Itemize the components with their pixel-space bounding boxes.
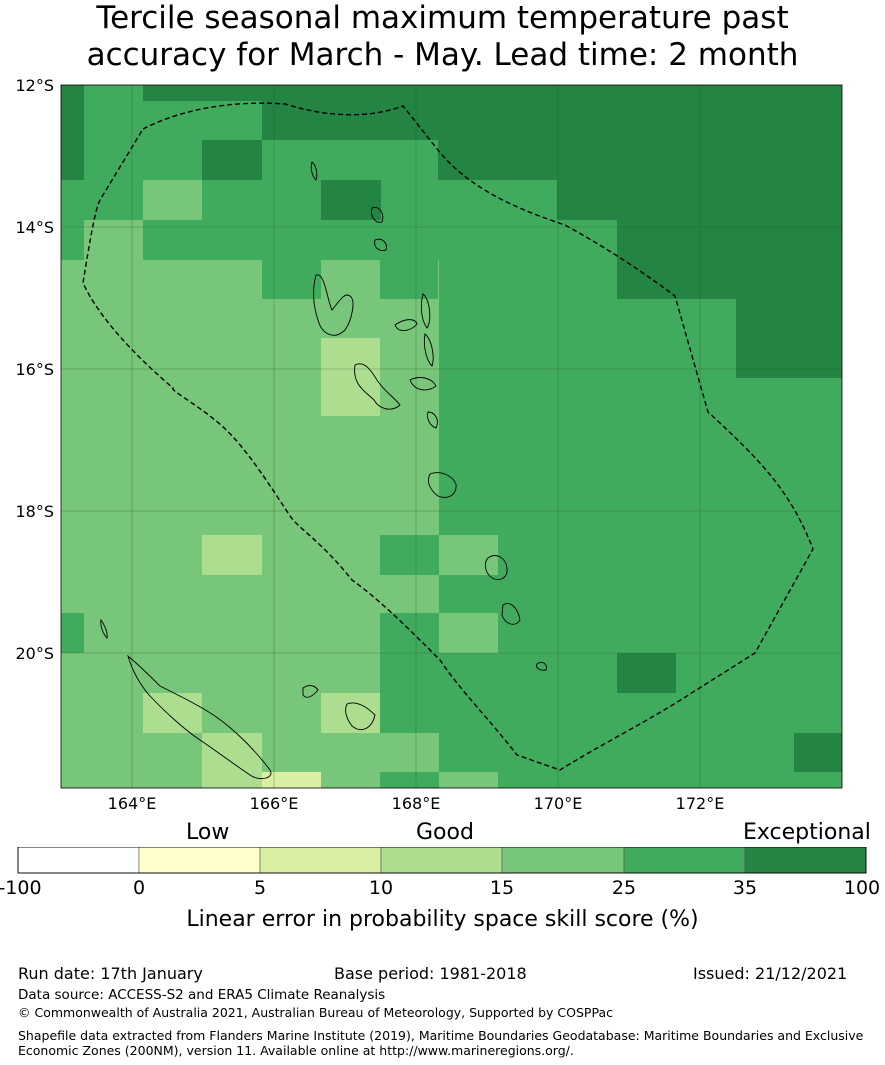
- lat-label: 14°S: [15, 218, 54, 237]
- base-period: Base period: 1981-2018: [334, 964, 527, 983]
- island-new-caledonia: [127, 654, 272, 780]
- skill-cell: [439, 772, 498, 788]
- skill-cell: [321, 338, 380, 416]
- skill-cell: [143, 693, 202, 733]
- colorbar-swatch: [744, 847, 867, 874]
- island-maewo: [420, 293, 431, 329]
- colorbar-outline: [17, 847, 867, 874]
- skill-cell: [321, 180, 381, 220]
- island-lifou: [345, 702, 376, 730]
- island-banks-2: [374, 238, 387, 251]
- skill-cell: [321, 693, 380, 733]
- colorbar-swatch: [17, 847, 140, 874]
- skill-cell: [262, 85, 438, 140]
- island-efate: [427, 472, 457, 498]
- island-torres: [310, 161, 318, 181]
- colorbar-tick: 5: [253, 877, 267, 899]
- skill-cell: [202, 140, 262, 180]
- colorbar-swatches: [17, 847, 867, 874]
- lat-label: 12°S: [15, 76, 54, 95]
- chart-title: Tercile seasonal maximum temperature pas…: [0, 0, 885, 74]
- skill-map: 12°S 14°S 16°S 18°S 20°S 164°E 166°E 168…: [15, 76, 843, 813]
- skill-grid: [61, 85, 842, 788]
- lon-label: 164°E: [108, 794, 157, 813]
- skill-cell: [202, 535, 262, 575]
- colorbar-tick: -100: [0, 877, 42, 899]
- coastlines: [100, 161, 547, 780]
- island-belep: [100, 618, 108, 639]
- island-erromango: [484, 555, 508, 580]
- colorbar-tick: 15: [489, 877, 515, 899]
- lon-label: 172°E: [676, 794, 725, 813]
- skill-cell: [380, 613, 439, 733]
- run-date: Run date: 17th January: [18, 964, 203, 983]
- lon-label: 170°E: [534, 794, 583, 813]
- skill-cell: [61, 613, 84, 653]
- skill-cell: [439, 613, 498, 653]
- skill-cell: [84, 220, 143, 260]
- lat-label: 18°S: [15, 502, 54, 521]
- lat-label: 16°S: [15, 360, 54, 379]
- island-ambae: [394, 319, 418, 331]
- island-ambrym: [409, 377, 437, 391]
- copyright: © Commonwealth of Australia 2021, Austra…: [18, 1005, 613, 1020]
- skill-cell: [438, 85, 842, 180]
- eez-boundary: [82, 102, 814, 771]
- skill-cell: [676, 220, 842, 260]
- skill-cell: [262, 260, 321, 299]
- colorbar-tick: 25: [611, 877, 637, 899]
- title-line-2: accuracy for March - May. Lead time: 2 m…: [86, 37, 799, 73]
- island-aneityum: [536, 661, 547, 671]
- colorbar-tick: 35: [732, 877, 758, 899]
- graticule: [61, 85, 842, 788]
- map-frame: [60, 84, 843, 789]
- colorbar-swatch: [259, 847, 382, 874]
- category-exceptional: Exceptional: [743, 820, 871, 845]
- title-line-1: Tercile seasonal maximum temperature pas…: [96, 0, 789, 36]
- colorbar-tick: 0: [132, 877, 146, 899]
- shapefile-credit-1: Shapefile data extracted from Flanders M…: [18, 1028, 864, 1043]
- skill-cell: [794, 733, 842, 772]
- island-epi: [427, 411, 438, 429]
- island-tanna: [501, 603, 521, 625]
- colorbar-label: Linear error in probability space skill …: [186, 907, 699, 932]
- lat-label: 20°S: [15, 644, 54, 663]
- category-low: Low: [186, 820, 230, 845]
- colorbar-tick: 100: [843, 877, 881, 899]
- colorbar: Low Good Exceptional -100 0 5 10 15 25 3…: [0, 815, 885, 945]
- skill-cell: [61, 85, 84, 180]
- colorbar-tick: 10: [368, 877, 394, 899]
- skill-cell: [380, 535, 439, 575]
- colorbar-swatch: [138, 847, 261, 874]
- island-banks-1: [371, 207, 384, 223]
- lon-label: 166°E: [250, 794, 299, 813]
- colorbar-swatch: [623, 847, 746, 874]
- skill-cell: [380, 772, 439, 788]
- skill-cell: [736, 260, 842, 378]
- lon-label: 168°E: [392, 794, 441, 813]
- skill-cell: [202, 733, 262, 788]
- colorbar-swatch: [501, 847, 625, 874]
- category-good: Good: [416, 820, 474, 845]
- skill-cell: [262, 772, 321, 788]
- island-pentecost: [423, 333, 434, 367]
- skill-cell: [439, 535, 498, 575]
- island-malekula: [354, 363, 401, 410]
- issued-date: Issued: 21/12/2021: [693, 964, 848, 983]
- data-source: Data source: ACCESS-S2 and ERA5 Climate …: [18, 987, 386, 1003]
- shapefile-credit-2: Economic Zones (200NM), version 11. Avai…: [18, 1043, 574, 1058]
- island-espiritu-santo: [313, 274, 354, 336]
- skill-cell: [380, 260, 438, 299]
- skill-cell: [617, 653, 676, 693]
- island-ouvea: [302, 685, 319, 698]
- colorbar-swatch: [380, 847, 503, 874]
- skill-cell: [557, 180, 842, 220]
- skill-cell: [143, 180, 202, 220]
